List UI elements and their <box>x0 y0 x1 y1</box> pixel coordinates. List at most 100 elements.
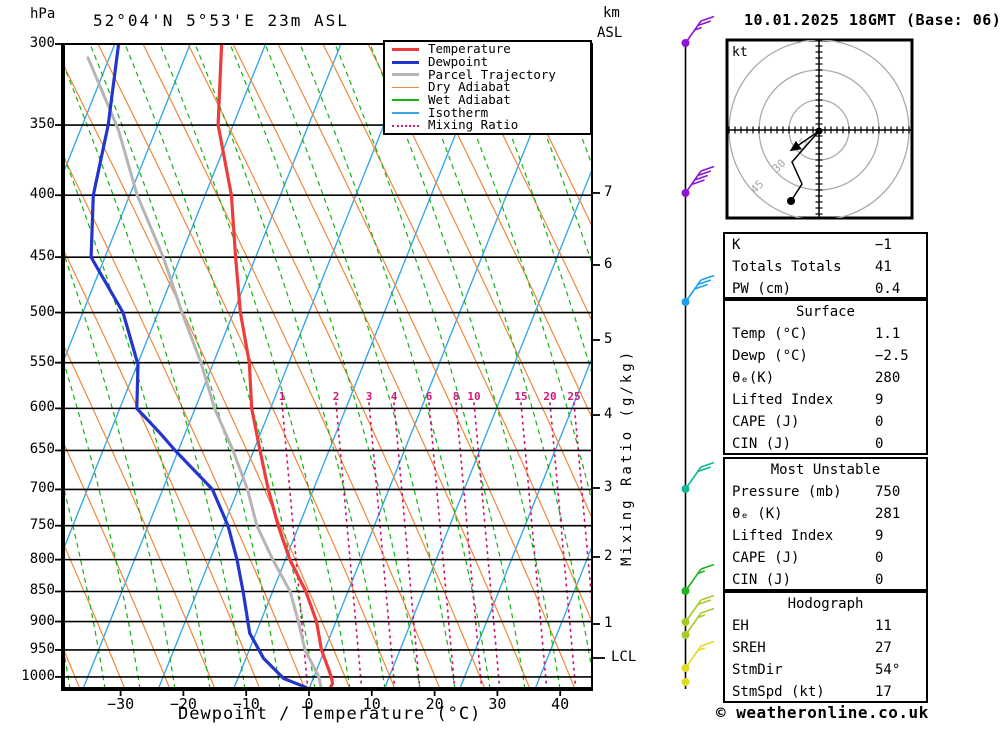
pressure-tick-label: 800 <box>29 550 55 567</box>
temperature-tick-label: 30 <box>488 695 507 713</box>
isotherm-line <box>63 44 191 364</box>
page-title: 52°04'N 5°53'E 23m ASL <box>93 11 349 30</box>
panel-row-label: CAPE (J) <box>732 414 800 430</box>
wind-barb <box>681 461 715 493</box>
legend-row: Wet Adiabat <box>385 93 590 107</box>
temperature-tick-label: −30 <box>107 695 135 713</box>
run-datetime: 10.01.2025 18GMT (Base: 06) <box>744 11 1000 29</box>
temperature-tick-label: 40 <box>551 695 570 713</box>
pressure-tick-label: 750 <box>29 516 55 533</box>
mixing-ratio-value-label: 8 <box>452 390 460 403</box>
isotherm-line <box>63 44 116 176</box>
pressure-tick-label: 300 <box>29 35 55 51</box>
km-tick-label: 4 <box>604 406 613 422</box>
wet-adiabat-line <box>63 152 211 689</box>
isotherm-line <box>534 544 592 689</box>
mixing-ratio-value-label: 2 <box>332 390 340 403</box>
panel-row-label: SREH <box>732 640 766 656</box>
mixing-ratio-value-label: 20 <box>543 390 557 403</box>
wet-adiabat-line <box>194 44 386 689</box>
panel-row-label: PW (cm) <box>732 281 792 297</box>
mixing-ratio-value-label: 6 <box>425 390 433 403</box>
wind-barb <box>681 15 715 47</box>
panel-row-value: 0 <box>875 436 884 452</box>
isotherm-line <box>232 44 493 689</box>
mixing-ratio-line <box>428 402 456 689</box>
wind-barb <box>681 165 715 197</box>
mixing-ratio-value-label: 25 <box>567 390 581 403</box>
legend-row: Dewpoint <box>385 53 590 69</box>
panel-row-value: 54° <box>875 662 901 678</box>
dry-adiabat-line <box>412 44 592 420</box>
mixing-ratio-line <box>368 402 396 689</box>
wind-barb <box>681 594 715 626</box>
panel-row-value: 750 <box>875 484 901 500</box>
km-tick-label: 1 <box>604 615 613 631</box>
dry-adiabat-line <box>63 440 171 689</box>
isotherm-line <box>383 168 592 689</box>
panel-row-label: CIN (J) <box>732 436 792 452</box>
panel-row: θₑ (K) 281 <box>725 503 926 525</box>
panel-row-value: 0.4 <box>875 281 901 297</box>
panel-row: StmSpd (kt) 17 <box>725 681 926 703</box>
legend-label: Mixing Ratio <box>428 117 519 133</box>
panel-row-value: 27 <box>875 640 892 656</box>
panel-row: CIN (J) 0 <box>725 569 926 591</box>
plot-background <box>63 44 592 689</box>
wet-adiabat-line <box>63 357 141 689</box>
wind-barb <box>681 607 715 639</box>
panel-row-value: 281 <box>875 506 901 522</box>
panel-row: CIN (J) 0 <box>725 433 926 455</box>
legend-label: Dewpoint <box>428 53 489 69</box>
hodograph-unit-label: kt <box>732 45 748 60</box>
dry-adiabat-legend-swatch <box>392 86 419 89</box>
pressure-tick-label: 400 <box>29 186 55 203</box>
isotherm-line <box>308 44 568 689</box>
panel-row: Lifted Index 9 <box>725 389 926 411</box>
panel-row-label: Totals Totals <box>732 259 842 275</box>
dewpoint-curve <box>89 44 308 689</box>
dry-adiabat-line <box>63 541 126 689</box>
wind-barb <box>681 274 715 306</box>
mixing-ratio-legend-swatch <box>392 124 419 127</box>
panel-row-label: CIN (J) <box>732 572 792 588</box>
legend-row: Parcel Trajectory <box>385 68 590 82</box>
mixing-ratio-value-label: 1 <box>278 390 286 403</box>
mixing-ratio-line <box>573 402 592 613</box>
dry-adiabat-line <box>277 44 576 689</box>
panel-row-label: Dewp (°C) <box>732 348 808 364</box>
isotherm-legend-swatch <box>392 112 419 114</box>
dry-adiabat-line <box>142 44 441 689</box>
panel-row-value: −2.5 <box>875 348 909 364</box>
wet-adiabat-line <box>63 62 246 689</box>
dry-adiabat-line <box>63 247 261 689</box>
panel-row-value: 1.1 <box>875 326 901 342</box>
wet-adiabat-line <box>63 482 106 689</box>
wet-adiabat-line <box>439 44 592 504</box>
temperature-legend-swatch <box>392 47 419 51</box>
pressure-tick-label: 350 <box>29 116 55 133</box>
legend-row: Mixing Ratio <box>385 119 590 132</box>
panel-row-value: 0 <box>875 550 884 566</box>
dry-adiabat-line <box>322 44 592 624</box>
panel-row-value: −1 <box>875 237 892 253</box>
panel-title: Surface <box>795 304 855 320</box>
temperature-axis-title: Dewpoint / Temperature (°C) <box>178 704 482 724</box>
mixing-ratio-line <box>393 402 421 689</box>
temperature-tick-label: −10 <box>232 695 260 713</box>
panel-row-label: θₑ (K) <box>732 506 783 522</box>
mixing-ratio-axis-title: Mixing Ratio (g/kg) <box>619 348 635 566</box>
km-tick-label: 5 <box>604 331 613 347</box>
pressure-tick-label: 850 <box>29 582 55 599</box>
wet-adiabat-line <box>334 44 526 689</box>
wet-adiabat-line <box>159 44 351 689</box>
wind-barb-column <box>681 15 715 689</box>
pressure-tick-label: 950 <box>29 640 55 657</box>
panel-row-label: StmDir <box>732 662 783 678</box>
temperature-tick-label: 10 <box>362 695 381 713</box>
isotherm-line <box>459 356 592 689</box>
stats-panel: Surface Temp (°C) 1.1 Dewp (°C) −2.5 θₑ(K) 280… <box>723 299 928 455</box>
dry-adiabat-line <box>187 44 486 689</box>
wet-adiabat-line <box>63 249 176 689</box>
